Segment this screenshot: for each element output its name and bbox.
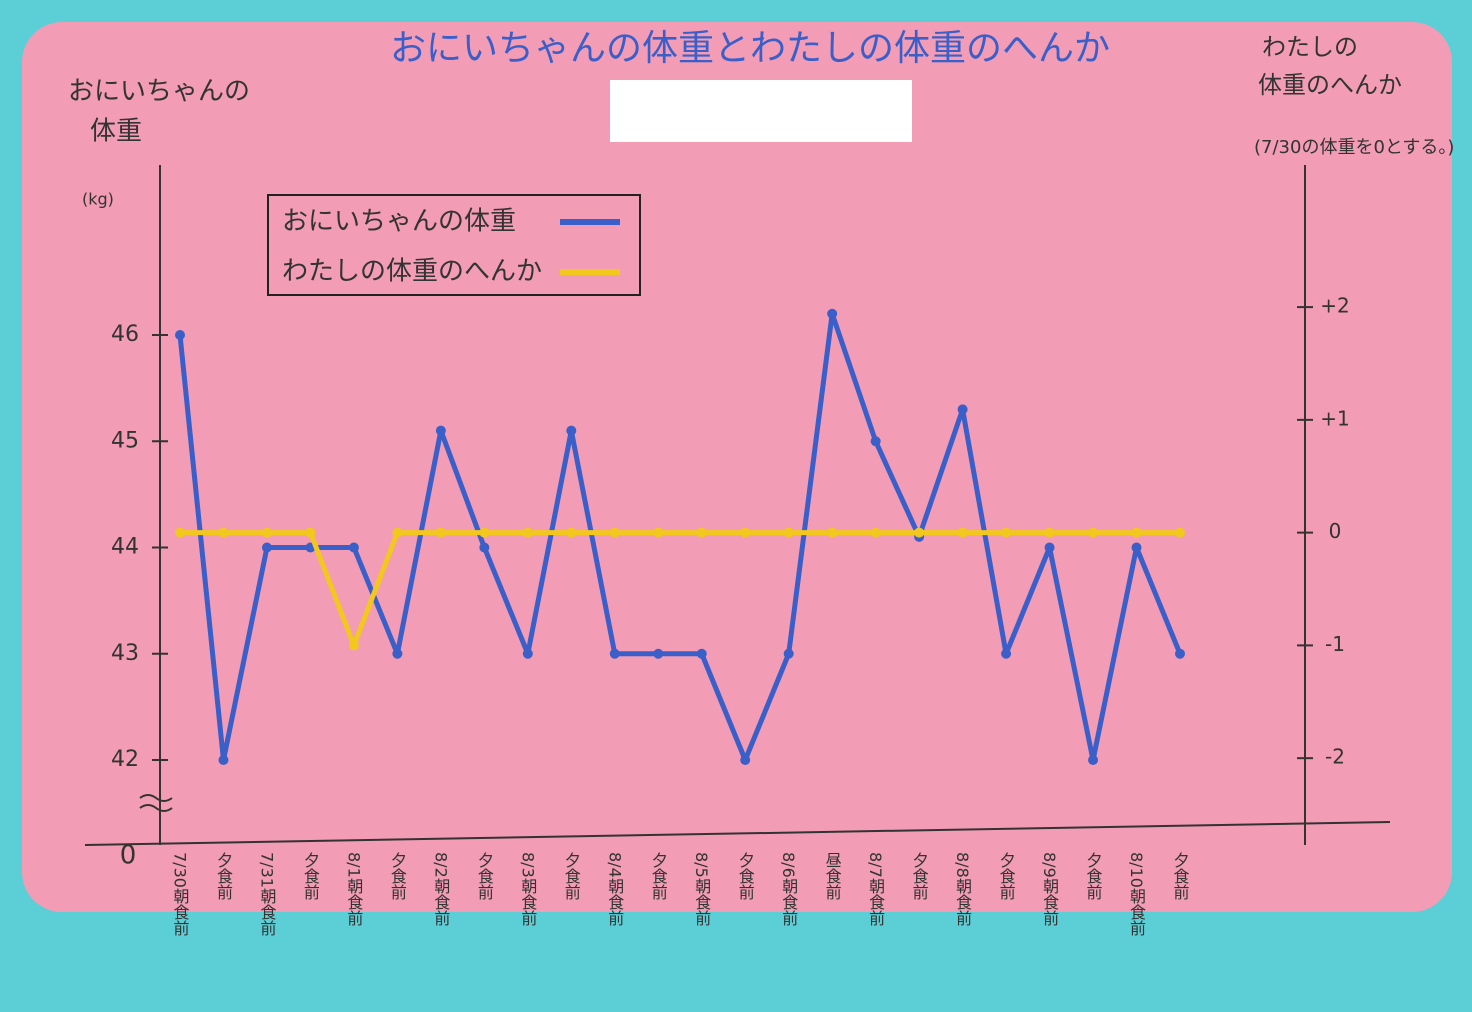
point bbox=[262, 528, 272, 538]
x-tick-label: 夕食前 bbox=[910, 852, 929, 901]
y2-tick-label: -2 bbox=[1325, 745, 1345, 769]
x-tick-label: 8/5朝食前 bbox=[692, 852, 711, 927]
point bbox=[218, 528, 228, 538]
x-tick-label: 夕食前 bbox=[388, 852, 407, 901]
point bbox=[218, 755, 228, 765]
point bbox=[262, 543, 272, 553]
point bbox=[1001, 528, 1011, 538]
y2-axis-label: 体重のへんか bbox=[1258, 71, 1402, 99]
point bbox=[1132, 528, 1142, 538]
point bbox=[305, 528, 315, 538]
point bbox=[871, 528, 881, 538]
point bbox=[566, 426, 576, 436]
point bbox=[479, 543, 489, 553]
point bbox=[1132, 543, 1142, 553]
y-tick-label: 46 bbox=[111, 322, 139, 347]
point bbox=[349, 640, 359, 650]
x-tick-label: 昼食前 bbox=[823, 852, 842, 901]
x-tick-label: 8/9朝食前 bbox=[1040, 852, 1059, 927]
legend-label: おにいちゃんの体重 bbox=[282, 207, 516, 237]
y2-tick-label: 0 bbox=[1329, 519, 1342, 543]
y2-axis-label: (7/30の体重を0とする。) bbox=[1254, 137, 1454, 158]
white-sticker bbox=[610, 80, 912, 142]
point bbox=[958, 404, 968, 414]
x-tick-label: 夕食前 bbox=[562, 852, 581, 901]
point bbox=[697, 649, 707, 659]
x-tick-label: 夕食前 bbox=[1084, 852, 1103, 901]
x-tick-label: 8/1朝食前 bbox=[344, 852, 363, 927]
point bbox=[436, 528, 446, 538]
point bbox=[1045, 543, 1055, 553]
point bbox=[479, 528, 489, 538]
x-tick-label: 8/2朝食前 bbox=[431, 852, 450, 927]
chart-title: おにいちゃんの体重とわたしの体重のへんか bbox=[390, 28, 1110, 69]
point bbox=[653, 528, 663, 538]
point bbox=[392, 649, 402, 659]
point bbox=[566, 528, 576, 538]
point bbox=[1001, 649, 1011, 659]
y-tick-label: 42 bbox=[111, 747, 139, 772]
y-tick-label: 45 bbox=[111, 428, 139, 453]
x-tick-label: 夕食前 bbox=[997, 852, 1016, 901]
x-tick-label: 夕食前 bbox=[301, 852, 320, 901]
legend-label: わたしの体重のへんか bbox=[282, 257, 542, 287]
x-tick-label: 夕食前 bbox=[736, 852, 755, 901]
x-tick-label: 夕食前 bbox=[649, 852, 668, 901]
point bbox=[871, 436, 881, 446]
pink-panel bbox=[22, 22, 1452, 912]
point bbox=[827, 309, 837, 319]
point bbox=[653, 649, 663, 659]
x-tick-label: 8/10朝食前 bbox=[1127, 852, 1146, 937]
point bbox=[1045, 528, 1055, 538]
point bbox=[610, 649, 620, 659]
point bbox=[1175, 649, 1185, 659]
x-tick-label: 8/7朝食前 bbox=[866, 852, 885, 927]
y2-tick-label: +1 bbox=[1320, 406, 1349, 430]
x-tick-label: 夕食前 bbox=[475, 852, 494, 901]
point bbox=[436, 426, 446, 436]
point bbox=[610, 528, 620, 538]
point bbox=[784, 528, 794, 538]
point bbox=[784, 649, 794, 659]
chart: おにいちゃんの体重とわたしの体重のへんか おにいちゃんの 体重 (kg) わたし… bbox=[0, 0, 1472, 1012]
x-tick-label: 8/3朝食前 bbox=[518, 852, 537, 927]
point bbox=[958, 528, 968, 538]
y2-tick-label: -1 bbox=[1325, 632, 1345, 656]
point bbox=[697, 528, 707, 538]
point bbox=[1088, 755, 1098, 765]
y-axis-label: おにいちゃんの bbox=[68, 77, 250, 107]
point bbox=[914, 528, 924, 538]
x-tick-label: 夕食前 bbox=[1171, 852, 1190, 901]
point bbox=[523, 528, 533, 538]
point bbox=[827, 528, 837, 538]
y-axis-unit: (kg) bbox=[82, 190, 114, 209]
point bbox=[523, 649, 533, 659]
point bbox=[175, 528, 185, 538]
x-tick-label: 夕食前 bbox=[214, 852, 233, 901]
x-tick-label: 8/4朝食前 bbox=[605, 852, 624, 927]
point bbox=[392, 528, 402, 538]
y2-tick-label: +2 bbox=[1320, 294, 1349, 318]
x-tick-label: 8/8朝食前 bbox=[953, 852, 972, 927]
point bbox=[349, 543, 359, 553]
x-tick-label: 7/30朝食前 bbox=[171, 852, 190, 937]
x-tick-label: 8/6朝食前 bbox=[779, 852, 798, 927]
y-tick-label: 43 bbox=[111, 641, 139, 666]
y-axis-label: 体重 bbox=[90, 117, 142, 147]
point bbox=[1175, 528, 1185, 538]
point bbox=[740, 528, 750, 538]
y2-axis-label: わたしの bbox=[1262, 33, 1358, 61]
x-tick-label: 7/31朝食前 bbox=[257, 852, 276, 937]
point bbox=[1088, 528, 1098, 538]
point bbox=[175, 330, 185, 340]
y-tick-label: 44 bbox=[111, 535, 139, 560]
point bbox=[740, 755, 750, 765]
page: {"chart_data": { "type": "line", "title"… bbox=[0, 0, 1472, 1012]
